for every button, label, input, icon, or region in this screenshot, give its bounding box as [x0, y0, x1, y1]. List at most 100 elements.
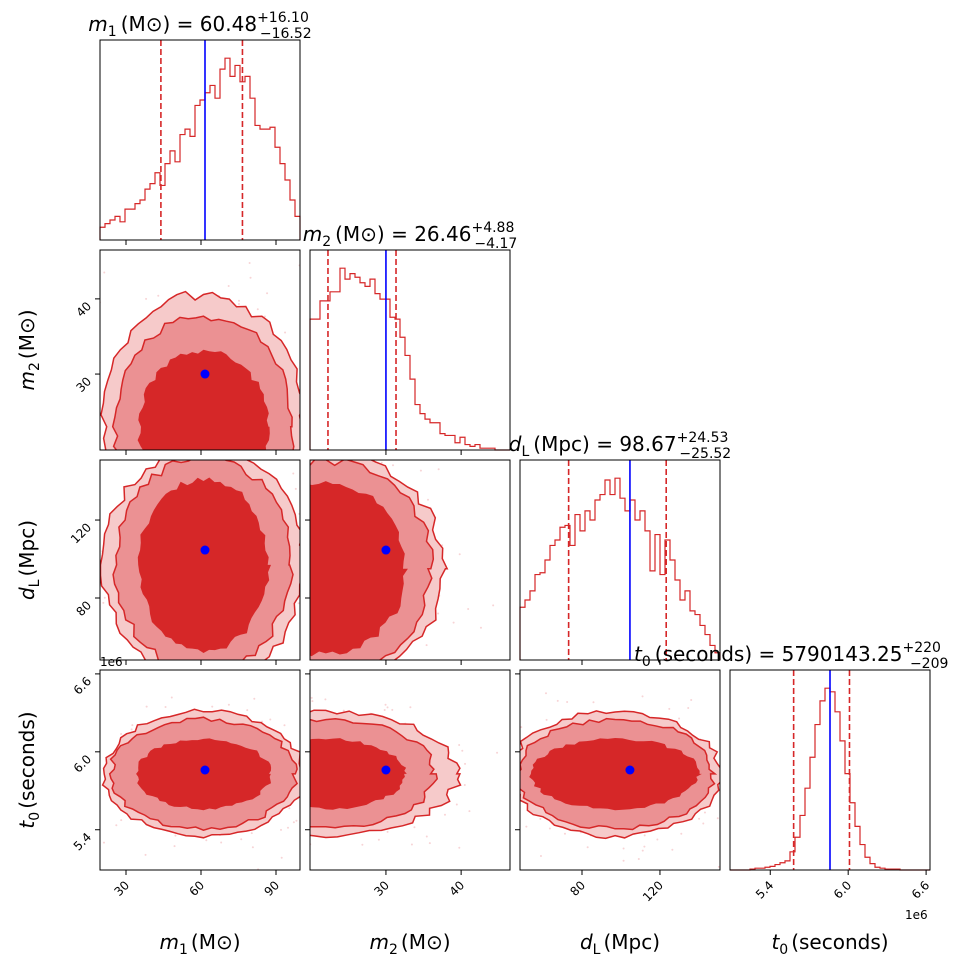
scatter-point: [374, 664, 376, 666]
scatter-point: [310, 696, 313, 699]
scatter-point: [380, 461, 383, 464]
panel-frame: [309, 669, 511, 871]
scatter-point: [135, 456, 137, 458]
histogram-panel-2: [519, 459, 721, 661]
scatter-point: [253, 697, 256, 700]
scatter-point: [96, 457, 98, 459]
x-tick-label: 120: [640, 878, 666, 904]
scatter-point: [164, 705, 167, 708]
scatter-point: [238, 667, 240, 669]
scatter-point: [234, 451, 236, 453]
y-offset-label: 1e6: [100, 655, 123, 669]
truth-point: [200, 545, 210, 555]
scatter-point: [302, 611, 304, 613]
scatter-point: [556, 699, 559, 702]
title-t0: t0 (seconds) = 5790143.25+220 −209: [634, 640, 948, 672]
scatter-point: [539, 854, 542, 857]
x-tick-label: 5.4: [753, 878, 776, 901]
scatter-point: [302, 786, 304, 788]
histogram-panel-3: [729, 669, 931, 871]
scatter-point: [211, 705, 214, 708]
scatter-point: [130, 728, 133, 731]
scatter-point: [468, 810, 471, 813]
scatter-point: [304, 484, 306, 486]
scatter-point: [458, 744, 461, 747]
x-axis-1: [385, 660, 462, 665]
scatter-point: [120, 819, 123, 822]
scatter-point: [115, 676, 117, 678]
scatter-point: [293, 704, 295, 706]
scatter-point: [145, 461, 147, 463]
scatter-point: [264, 876, 266, 878]
scatter-point: [305, 789, 307, 791]
scatter-point: [301, 800, 303, 802]
scatter-point: [217, 663, 219, 665]
scatter-point: [95, 612, 97, 614]
scatter-point: [643, 834, 646, 837]
scatter-point: [220, 841, 223, 844]
scatter-point: [87, 519, 89, 521]
panel-frame: [519, 459, 721, 661]
scatter-point: [256, 308, 259, 311]
scatter-point: [303, 338, 305, 340]
y-tick-label: 80: [73, 598, 94, 619]
histogram-line: [519, 477, 721, 660]
scatter-point: [251, 846, 254, 849]
scatter-point: [294, 827, 296, 829]
x-axis-3: 5.4 6.0 6.6: [753, 870, 932, 902]
scatter-point: [271, 726, 273, 728]
panel-frame: [309, 459, 511, 661]
scatter-point: [641, 695, 644, 698]
scatter-point: [539, 817, 542, 820]
scatter-point: [74, 747, 76, 749]
scatter-point: [324, 698, 327, 701]
x-tick-label: 80: [567, 878, 588, 899]
xlabel-m2: m2 (M⊙): [369, 930, 450, 958]
scatter-point: [143, 680, 145, 682]
ylabel-m2: m2(M⊙): [15, 309, 43, 390]
scatter-point: [92, 715, 94, 717]
scatter-point: [678, 717, 681, 720]
scatter-point: [315, 667, 317, 669]
scatter-point: [305, 780, 307, 782]
scatter-point: [355, 441, 357, 443]
scatter-point: [186, 693, 188, 695]
scatter-point: [516, 768, 518, 770]
density-panel-0-2: [87, 456, 300, 697]
scatter-point: [87, 550, 89, 552]
scatter-point: [288, 807, 291, 810]
scatter-point: [275, 461, 277, 463]
scatter-point: [305, 603, 307, 605]
contour-level-2: [310, 481, 408, 657]
x-tick-label: 90: [261, 878, 282, 899]
scatter-point: [566, 700, 569, 703]
xlabel-t0: t0 (seconds): [771, 930, 888, 958]
scatter-point: [144, 853, 147, 856]
panel-frame: [99, 459, 301, 661]
scatter-point: [392, 464, 395, 467]
scatter-point: [737, 762, 739, 764]
scatter-point: [425, 644, 428, 647]
scatter-point: [249, 276, 252, 279]
scatter-point: [702, 822, 705, 825]
scatter-point: [305, 548, 307, 550]
scatter-point: [131, 724, 134, 727]
scatter-point: [295, 801, 297, 803]
scatter-point: [303, 694, 305, 696]
scatter-point: [266, 464, 268, 466]
y-tick-label: 6.0: [71, 752, 94, 775]
scatter-point: [294, 497, 296, 499]
scatter-point: [73, 718, 75, 720]
density-panel-2-3: [520, 692, 739, 868]
scatter-point: [220, 451, 222, 453]
scatter-point: [294, 487, 297, 490]
scatter-point: [488, 727, 490, 729]
scatter-point: [148, 695, 150, 697]
x-axis-2: 80 120: [567, 870, 666, 904]
scatter-point: [511, 578, 513, 580]
scatter-point: [70, 821, 72, 823]
scatter-point: [89, 214, 91, 216]
contour-level-2: [529, 738, 702, 811]
scatter-point: [301, 810, 303, 812]
scatter-point: [263, 315, 266, 318]
